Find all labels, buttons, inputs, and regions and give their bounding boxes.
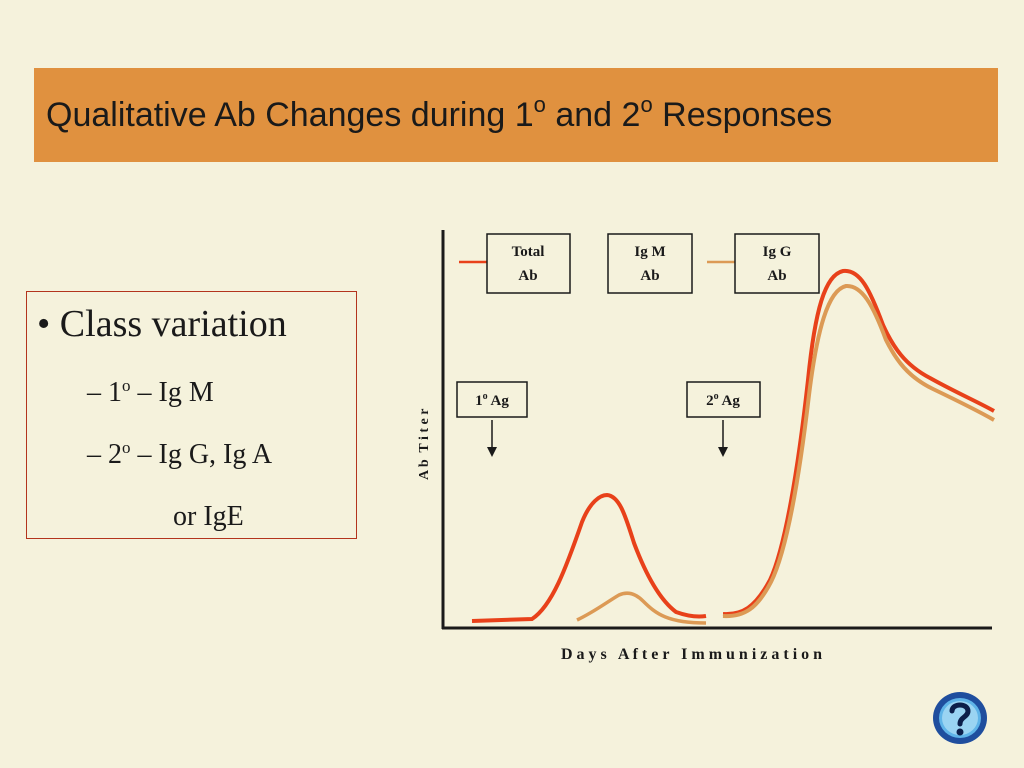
sub1-suffix: – Ig M xyxy=(130,377,214,408)
help-button[interactable] xyxy=(931,689,989,747)
title-sup-1: o xyxy=(533,92,546,117)
primary-igm-curve xyxy=(576,591,707,625)
bullet-box: • Class variation – 1o – Ig M – 2o – Ig … xyxy=(26,291,357,539)
sub1-sup: o xyxy=(122,376,131,395)
title-prefix: Qualitative Ab Changes during 1 xyxy=(46,96,534,134)
help-question-stroke xyxy=(949,702,971,727)
sub2-prefix: – 2 xyxy=(87,439,122,470)
legend-total-box xyxy=(486,233,571,294)
legend-total-line1: Total xyxy=(512,244,545,260)
sub2-sup: o xyxy=(122,438,131,457)
legend-total-line2: Ab xyxy=(518,268,537,284)
primary-ag-text: Ag xyxy=(488,393,510,409)
legend-igg-line1: Ig G xyxy=(763,244,792,260)
primary-ag-sup: o xyxy=(483,391,488,402)
question-mark-icon xyxy=(933,692,987,744)
title-bar: Qualitative Ab Changes during 1o and 2o … xyxy=(34,68,998,162)
sub1-prefix: – 1 xyxy=(87,377,122,408)
legend-igm-box xyxy=(607,233,693,294)
secondary-ag-text: Ag xyxy=(719,393,741,409)
x-axis-label: D a y s A f t e r I m m u n i z a t i o … xyxy=(561,646,822,663)
title-middle: and 2 xyxy=(545,96,641,134)
primary-ag-arrow-icon xyxy=(487,447,497,457)
secondary-ag-sup: o xyxy=(714,391,719,402)
title-suffix: Responses xyxy=(652,96,833,134)
secondary-ag-num: 2 xyxy=(706,393,714,409)
sub2-suffix: – Ig G, Ig A xyxy=(130,439,273,470)
bullet-class-variation: • Class variation xyxy=(37,303,287,345)
legend-igg-line2: Ab xyxy=(767,268,786,284)
legend-igm-line2: Ab xyxy=(640,268,659,284)
secondary-ag-box xyxy=(686,381,761,418)
sub-bullet-secondary: – 2o – Ig G, Ig A xyxy=(87,439,272,471)
secondary-ag-label: 2o Ag xyxy=(706,391,740,409)
primary-ag-num: 1 xyxy=(475,393,483,409)
secondary-total-ab-curve xyxy=(722,268,995,617)
sub-bullet-ige: or IgE xyxy=(173,501,244,532)
primary-total-ab-curve xyxy=(471,492,707,623)
primary-ag-label: 1o Ag xyxy=(475,391,509,409)
secondary-ag-arrow-icon xyxy=(718,447,728,457)
legend-igm-line1: Ig M xyxy=(634,244,665,260)
primary-ag-box xyxy=(456,381,528,418)
legend-igg-box xyxy=(734,233,820,294)
title-sup-2: o xyxy=(640,92,653,117)
slide-title: Qualitative Ab Changes during 1o and 2o … xyxy=(46,94,833,135)
help-question-dot xyxy=(956,728,964,736)
y-axis-label: A b T i t e r xyxy=(417,409,432,480)
sub-bullet-primary: – 1o – Ig M xyxy=(87,377,214,409)
secondary-igg-curve xyxy=(722,284,995,619)
